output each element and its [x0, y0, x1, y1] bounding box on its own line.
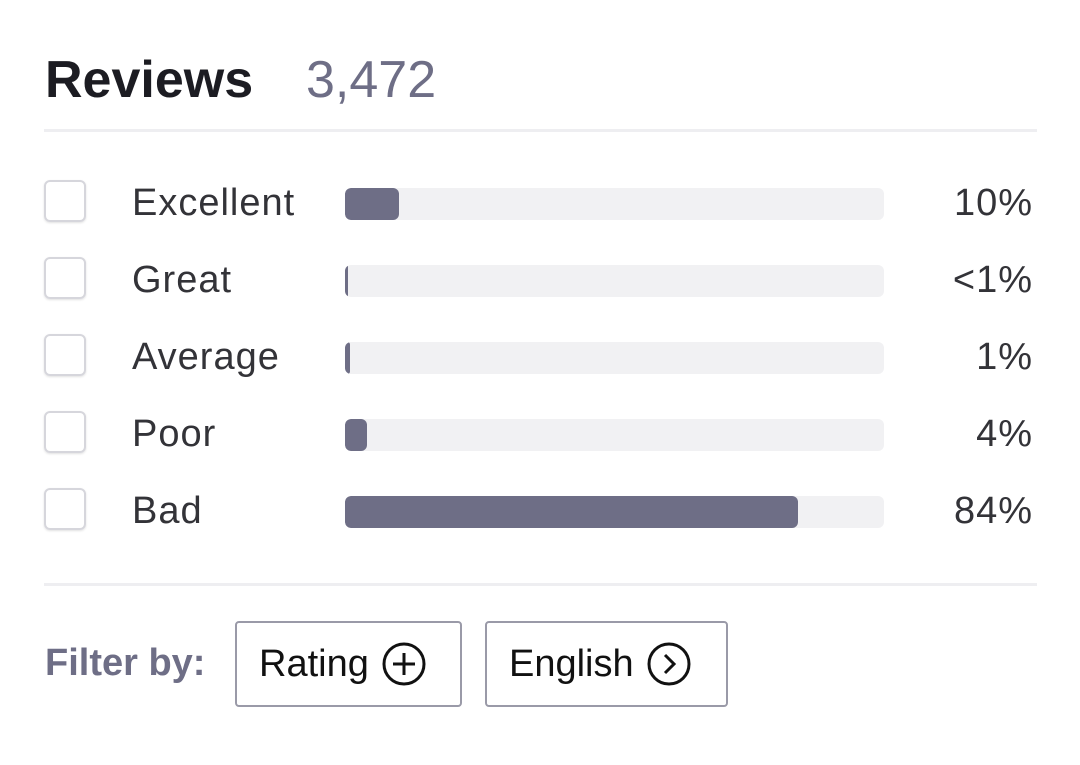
bar-track [345, 496, 884, 528]
bar [345, 188, 399, 220]
bar [345, 265, 348, 297]
percent-label: 84% [953, 490, 1033, 532]
divider [44, 583, 1037, 586]
bar-track [345, 265, 884, 297]
bar [345, 496, 798, 528]
bar [345, 342, 351, 374]
percent-label: <1% [952, 259, 1033, 301]
rating-button[interactable]: Rating [235, 621, 462, 707]
checkbox[interactable] [44, 180, 86, 222]
percent-label: 10% [953, 182, 1033, 224]
title: Reviews [45, 51, 254, 109]
button-label: English [509, 642, 634, 685]
rating-label: Great [132, 259, 233, 301]
divider [44, 129, 1037, 132]
chevron-icon [647, 642, 691, 686]
checkbox[interactable] [44, 257, 86, 299]
rating-label: Average [132, 336, 280, 378]
language-button[interactable]: English [485, 621, 728, 707]
checkbox[interactable] [44, 488, 86, 530]
filter-label: Filter by: [45, 642, 206, 684]
percent-label: 1% [976, 336, 1033, 378]
rating-label: Bad [132, 490, 203, 532]
bar-track [345, 342, 884, 374]
review-count: 3,472 [306, 51, 437, 109]
bar-track [345, 419, 884, 451]
plus-icon [382, 642, 426, 686]
bar-track [345, 188, 884, 220]
bar [345, 419, 367, 451]
button-label: Rating [259, 642, 369, 685]
percent-label: 4% [976, 413, 1033, 455]
rating-label: Excellent [132, 182, 296, 224]
rating-label: Poor [132, 413, 217, 455]
checkbox[interactable] [44, 334, 86, 376]
checkbox[interactable] [44, 411, 86, 453]
